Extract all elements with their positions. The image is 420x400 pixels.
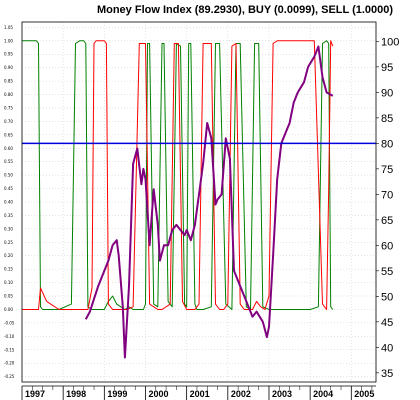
left-tick-label: 0.00	[4, 307, 13, 312]
plot-frame	[21, 21, 377, 383]
left-tick-label: 0.20	[4, 253, 13, 258]
left-tick-label: -0.25	[4, 374, 15, 379]
left-tick-label: 0.15	[4, 267, 13, 272]
right-tick-label: 90	[381, 87, 393, 99]
left-tick-label: 0.50	[4, 173, 13, 178]
left-tick-label: 1.05	[4, 25, 13, 30]
sell-signal-line	[22, 40, 334, 310]
right-tick-label: 80	[381, 138, 393, 150]
x-tick-label: 1999	[107, 389, 127, 399]
x-axis-ticks: 1997 1998 1999 2000 2001 2002 2003 2004 2005	[21, 385, 376, 400]
left-tick-label: 0.75	[4, 105, 13, 110]
x-tick-label: 1997	[25, 389, 45, 399]
left-tick-label: 0.85	[4, 79, 13, 84]
left-tick-label: 0.65	[4, 132, 13, 137]
x-tick-label: 2000	[148, 389, 168, 399]
right-tick-label: 60	[381, 240, 393, 252]
left-tick-label: 0.95	[4, 52, 13, 57]
right-tick-label: 75	[381, 164, 393, 176]
right-tick-label: 65	[381, 215, 393, 227]
left-tick-label: -0.05	[4, 320, 15, 325]
right-tick-label: 70	[381, 189, 393, 201]
left-tick-label: -0.10	[4, 334, 15, 339]
left-axis-ticks: 1.05 1.00 0.95 0.90 0.85 0.80 0.75 0.70 0.65 0.60…	[4, 25, 15, 379]
left-tick-label: 0.10	[4, 280, 13, 285]
right-tick-label: 35	[381, 368, 393, 380]
x-tick-label: 2003	[272, 389, 292, 399]
chart-title: Money Flow Index (89.2930), BUY (0.0099)…	[97, 4, 393, 16]
x-tick-label: 2002	[231, 389, 251, 399]
right-tick-label: 40	[381, 342, 393, 354]
right-tick-label: 85	[381, 113, 393, 125]
series-layer	[22, 40, 376, 359]
right-tick-label: 95	[381, 62, 393, 74]
left-tick-label: 0.55	[4, 159, 13, 164]
left-tick-label: 0.35	[4, 213, 13, 218]
left-tick-label: 0.80	[4, 92, 13, 97]
right-tick-label: 55	[381, 266, 393, 278]
left-tick-label: -0.15	[4, 347, 15, 352]
left-tick-label: 0.90	[4, 65, 13, 70]
left-tick-label: 0.45	[4, 186, 13, 191]
left-tick-label: 0.70	[4, 119, 13, 124]
left-tick-label: 0.60	[4, 146, 13, 151]
left-tick-label: 1.00	[4, 38, 13, 43]
right-tick-label: 100	[381, 36, 399, 48]
left-tick-label: 0.30	[4, 226, 13, 231]
right-axis-ticks: 100 95 90 85 80 75 70 65 60 55 50 45 40 35	[376, 36, 399, 380]
left-tick-label: 0.25	[4, 240, 13, 245]
x-tick-label: 2001	[190, 389, 210, 399]
left-tick-label: -0.20	[4, 361, 15, 366]
right-tick-label: 50	[381, 291, 393, 303]
right-tick-label: 45	[381, 317, 393, 329]
x-tick-label: 2005	[354, 389, 374, 399]
left-tick-label: 0.05	[4, 294, 13, 299]
left-tick-label: 0.40	[4, 200, 13, 205]
x-tick-label: 1998	[66, 389, 86, 399]
x-tick-label: 2004	[313, 389, 333, 399]
